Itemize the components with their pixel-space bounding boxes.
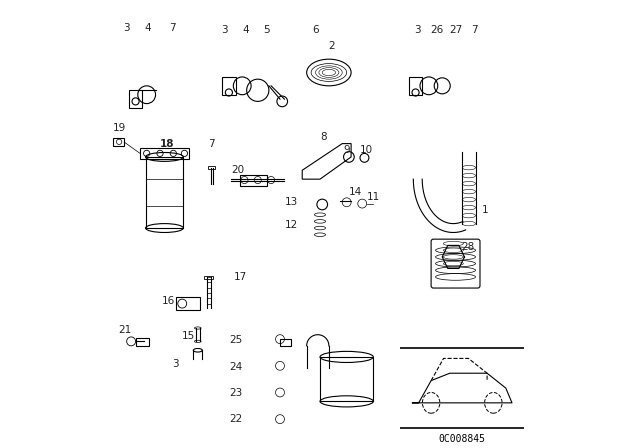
Text: 19: 19	[113, 123, 125, 133]
Text: 24: 24	[229, 362, 242, 372]
Text: 1: 1	[482, 205, 488, 215]
Bar	[136, 338, 149, 346]
Text: 11: 11	[367, 192, 380, 202]
Bar	[320, 357, 373, 401]
Text: 6: 6	[312, 25, 319, 35]
Text: 2: 2	[328, 41, 335, 51]
Text: 12: 12	[285, 220, 298, 230]
Text: 7: 7	[208, 138, 214, 149]
Bar	[222, 77, 236, 95]
Text: 3: 3	[415, 25, 421, 35]
Bar	[140, 148, 189, 159]
Bar	[409, 77, 422, 95]
Text: 7: 7	[471, 25, 478, 35]
Text: 14: 14	[349, 187, 362, 197]
Text: 20: 20	[231, 165, 244, 175]
Text: 4: 4	[242, 25, 249, 35]
Text: 3: 3	[172, 358, 179, 369]
Text: 17: 17	[234, 272, 246, 282]
Text: 4: 4	[144, 23, 151, 33]
Text: 13: 13	[285, 197, 298, 207]
Text: 26: 26	[430, 25, 443, 35]
Text: 28: 28	[461, 242, 475, 252]
Text: 5: 5	[263, 25, 270, 35]
Bar	[113, 138, 124, 146]
Text: 10: 10	[360, 145, 373, 155]
Text: 21: 21	[118, 325, 131, 335]
Text: 3: 3	[124, 23, 130, 33]
Text: 15: 15	[182, 331, 196, 340]
Bar	[208, 166, 215, 169]
Text: 8: 8	[320, 132, 327, 142]
Bar	[129, 90, 142, 108]
Bar	[240, 175, 267, 186]
Text: 16: 16	[161, 297, 175, 306]
Text: 9: 9	[343, 145, 350, 155]
Text: 23: 23	[229, 388, 242, 398]
Text: 18: 18	[159, 138, 174, 149]
Text: 3: 3	[221, 25, 228, 35]
Bar	[175, 297, 200, 310]
Bar	[280, 339, 291, 346]
Bar	[204, 276, 213, 279]
Bar	[145, 157, 183, 228]
Text: 25: 25	[229, 335, 242, 345]
Text: 27: 27	[449, 25, 462, 35]
Text: 22: 22	[229, 414, 242, 424]
Text: 7: 7	[169, 23, 176, 33]
